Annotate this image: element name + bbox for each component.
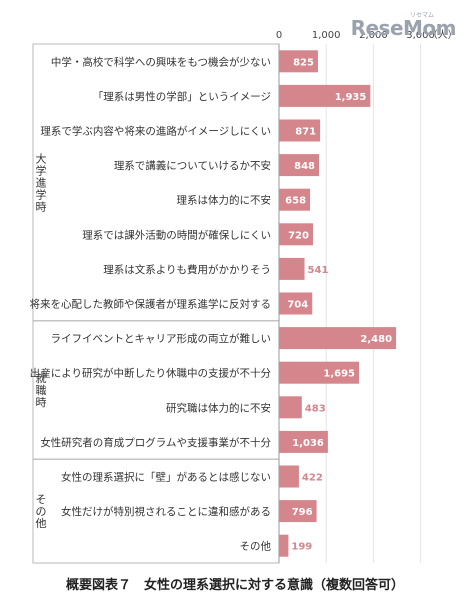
data-label: 871	[295, 127, 316, 138]
bar	[279, 534, 289, 557]
category-label: 中学・高校で科学への興味をもつ機会が少ない	[51, 55, 271, 68]
data-label: 199	[291, 542, 312, 553]
data-label: 422	[302, 473, 323, 484]
data-label: 720	[288, 230, 309, 241]
group-label: その他	[36, 493, 47, 530]
category-label: 女性だけが特別視されることに違和感がある	[61, 505, 271, 518]
watermark-logo-text: ReseMom	[350, 16, 457, 40]
x-tick-label: 2,000	[359, 30, 388, 41]
x-unit-label: （人）	[428, 29, 458, 41]
resemom-watermark: リセマム ReseMom	[350, 10, 457, 40]
category-label: 理系は体力的に不安	[177, 194, 272, 207]
category-label: 出産により研究が中断したり休職中の支援が不十分	[30, 367, 272, 380]
group-label: 大学進学時	[36, 151, 47, 213]
data-label: 2,480	[360, 334, 392, 345]
bar	[279, 223, 313, 246]
bar	[279, 396, 302, 419]
category-label: 将来を心配した教師や保護者が理系進学に反対する	[30, 298, 272, 311]
category-label: 研究職は体力的に不安	[166, 401, 271, 414]
data-label: 483	[305, 403, 326, 414]
figure-caption: 概要図表７ 女性の理系選択に対する意識（複数回答可）	[65, 578, 404, 593]
category-label: 理系で講義についていけるか不安	[114, 159, 271, 172]
bar	[279, 119, 321, 142]
data-label: 658	[285, 196, 306, 207]
bar	[279, 292, 313, 315]
group-frame	[32, 43, 280, 322]
data-label: 1,036	[292, 438, 324, 449]
x-tick-label: 0	[276, 30, 282, 41]
x-tick-label: 3,000	[406, 30, 435, 41]
data-label: 796	[292, 507, 313, 518]
data-label: 704	[287, 300, 308, 311]
bar	[279, 327, 397, 350]
bar	[279, 361, 360, 384]
bar	[279, 500, 317, 523]
bar	[279, 430, 328, 453]
category-label: 理系で学ぶ内容や将来の進路がイメージしにくい	[40, 125, 271, 138]
data-label: 848	[294, 161, 315, 172]
data-label: 825	[293, 57, 314, 68]
bar	[279, 465, 299, 488]
bar	[279, 188, 311, 211]
category-label: ライフイベントとキャリア形成の両立が難しい	[51, 332, 272, 345]
x-tick-label: 1,000	[312, 30, 341, 41]
watermark-small-text: リセマム	[409, 12, 434, 19]
category-label: 理系では課外活動の時間が確保しにくい	[82, 228, 271, 241]
group-label: 就職時	[36, 371, 47, 409]
bar	[279, 84, 371, 107]
data-label: 541	[308, 265, 329, 276]
data-label: 1,695	[323, 369, 355, 380]
data-label: 1,935	[335, 92, 367, 103]
bar	[279, 154, 320, 177]
category-label: 女性研究者の育成プログラムや支援事業が不十分	[40, 436, 271, 449]
category-label: その他	[240, 540, 272, 553]
bar	[279, 257, 305, 280]
category-label: 女性の理系選択に「壁」があるとは感じない	[61, 471, 271, 484]
category-label: 理系は文系よりも費用がかかりそう	[103, 263, 271, 276]
bar	[279, 50, 318, 73]
category-label: 「理系は男性の学部」というイメージ	[93, 90, 271, 103]
